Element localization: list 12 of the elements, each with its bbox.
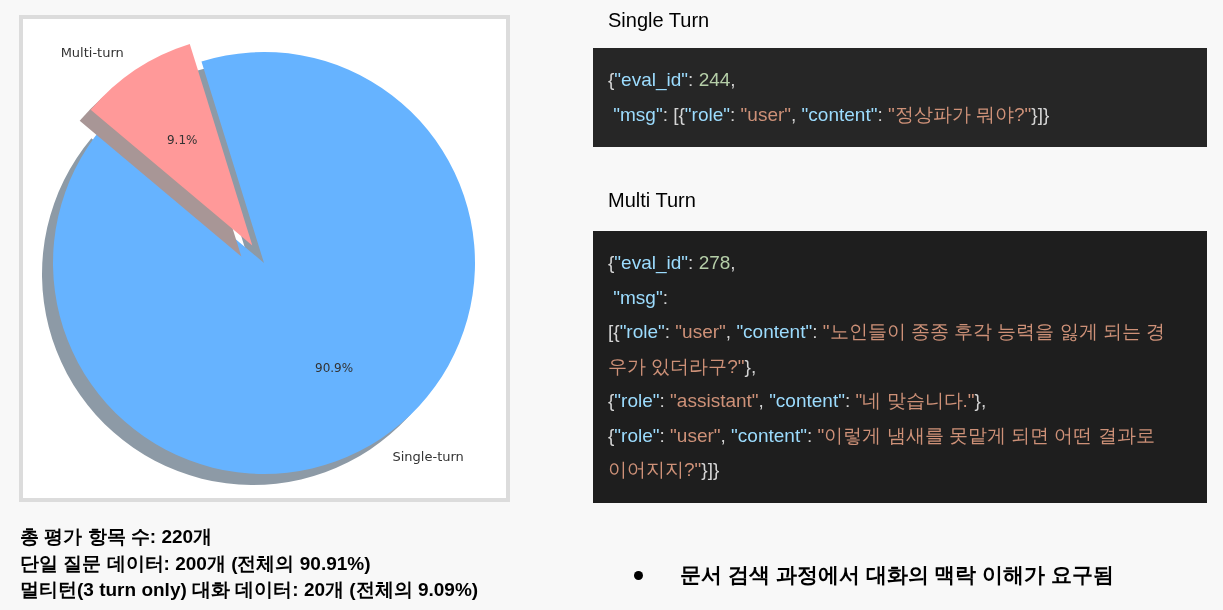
text: {"eval_id": 244, "msg": [{"role": "user", "content": "정상파가 뭐야?"}]} <box>608 69 1050 125</box>
text: 멀티턴(3 turn only) 대화 데이터: 20개 (전체의 9.09%) <box>20 578 479 602</box>
slice-label: Multi-turn <box>60 44 124 60</box>
text: {"eval_id": 278, "msg": [{"role": "user", "content": "노인들이 종종 후각 능력을 잃게 되는 경우가 있더라구?"}, {"role": "assistant", "content": "네 맞습니다."}, {"role": "user", "content": "이렇게 냄새를 못맡게 되면 어떤 결과로 이어지지?"}]} <box>608 252 1166 480</box>
slice-label: Single-turn <box>392 448 464 464</box>
text: Multi Turn <box>608 188 696 212</box>
text: Single Turn <box>608 8 710 32</box>
text: 총 평가 항목 수: 220개 <box>20 525 213 549</box>
data-label: 9.1% <box>166 133 198 148</box>
data-label: 90.9% <box>315 361 354 376</box>
text: 문서 검색 과정에서 대화의 맥락 이해가 요구됨 <box>680 562 1115 588</box>
text: 단일 질문 데이터: 200개 (전체의 90.91%) <box>20 551 371 576</box>
